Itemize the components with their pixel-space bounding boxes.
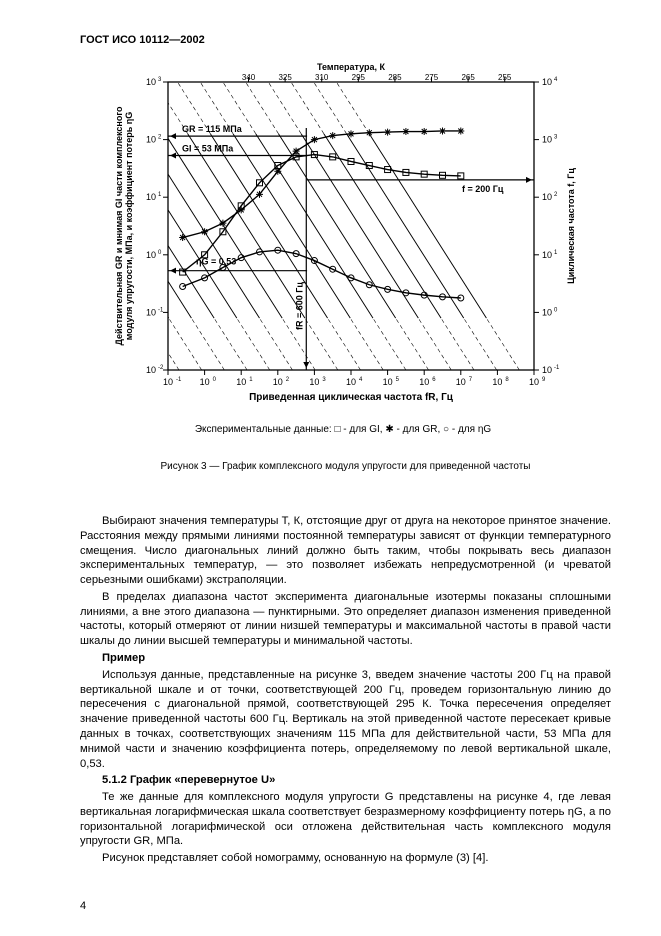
svg-text:10: 10 — [456, 377, 466, 387]
svg-text:265: 265 — [461, 73, 475, 82]
svg-text:0: 0 — [158, 250, 162, 256]
svg-text:1: 1 — [554, 250, 558, 256]
svg-text:Действительная GR и мнимая GI: Действительная GR и мнимая GI части комп… — [114, 106, 124, 345]
svg-text:ηG = 0,53: ηG = 0,53 — [196, 257, 236, 267]
svg-text:GR = 115 МПа: GR = 115 МПа — [182, 124, 243, 134]
svg-text:10: 10 — [542, 192, 552, 202]
svg-text:0: 0 — [554, 307, 558, 313]
paragraph-3: Используя данные, представленные на рису… — [80, 668, 611, 771]
svg-text:4: 4 — [359, 377, 363, 383]
svg-text:295: 295 — [352, 73, 366, 82]
svg-text:5: 5 — [396, 377, 400, 383]
svg-text:10: 10 — [146, 307, 156, 317]
svg-text:Температура, К: Температура, К — [317, 62, 386, 72]
svg-text:10: 10 — [492, 377, 502, 387]
svg-text:10: 10 — [542, 307, 552, 317]
svg-text:4: 4 — [554, 77, 558, 83]
svg-text:1: 1 — [158, 192, 162, 198]
svg-text:-1: -1 — [554, 365, 560, 371]
paragraph-2: В пределах диапазона частот эксперимента… — [80, 590, 611, 649]
svg-text:0: 0 — [213, 377, 217, 383]
svg-text:модуля упругости, МПа, и коэфф: модуля упругости, МПа, и коэффициент пот… — [124, 112, 134, 340]
paragraph-4: Те же данные для комплексного модуля упр… — [80, 790, 611, 849]
section-heading: 5.1.2 График «перевернутое U» — [80, 773, 611, 788]
figure-caption: Рисунок 3 — График комплексного модуля у… — [80, 461, 611, 472]
svg-text:3: 3 — [158, 77, 162, 83]
svg-text:10: 10 — [542, 250, 552, 260]
svg-text:1: 1 — [249, 377, 253, 383]
svg-text:-1: -1 — [176, 377, 182, 383]
svg-text:10: 10 — [146, 365, 156, 375]
svg-text:10: 10 — [146, 135, 156, 145]
svg-text:-1: -1 — [158, 307, 164, 313]
document-number: ГОСТ ИСО 10112—2002 — [80, 34, 611, 46]
svg-text:325: 325 — [278, 73, 292, 82]
svg-text:Приведенная циклическая частот: Приведенная циклическая частота fR, Гц — [249, 392, 454, 403]
svg-text:10: 10 — [419, 377, 429, 387]
svg-text:fR = 600 Гц: fR = 600 Гц — [294, 282, 304, 330]
svg-text:6: 6 — [432, 377, 436, 383]
svg-text:275: 275 — [425, 73, 439, 82]
svg-text:10: 10 — [383, 377, 393, 387]
svg-text:10: 10 — [236, 377, 246, 387]
svg-text:-2: -2 — [158, 365, 164, 371]
figure-legend: Экспериментальные данные: □ - для GI, ✱ … — [104, 424, 582, 435]
svg-text:9: 9 — [542, 377, 546, 383]
svg-text:3: 3 — [322, 377, 326, 383]
figure-3-chart: 10-110010110210310410510610710810910-210… — [104, 60, 582, 418]
svg-text:10: 10 — [163, 377, 173, 387]
svg-text:f = 200 Гц: f = 200 Гц — [462, 184, 504, 194]
example-heading: Пример — [80, 651, 611, 666]
svg-text:2: 2 — [158, 135, 162, 141]
svg-text:2: 2 — [286, 377, 290, 383]
svg-text:8: 8 — [505, 377, 509, 383]
svg-text:10: 10 — [309, 377, 319, 387]
svg-text:10: 10 — [346, 377, 356, 387]
svg-text:255: 255 — [498, 73, 512, 82]
svg-text:10: 10 — [146, 77, 156, 87]
svg-text:10: 10 — [273, 377, 283, 387]
svg-text:10: 10 — [542, 135, 552, 145]
page-number: 4 — [80, 900, 86, 912]
svg-text:GI = 53 МПа: GI = 53 МПа — [182, 143, 234, 153]
svg-text:340: 340 — [242, 73, 256, 82]
svg-text:10: 10 — [529, 377, 539, 387]
svg-text:10: 10 — [146, 192, 156, 202]
svg-text:10: 10 — [542, 77, 552, 87]
svg-text:7: 7 — [469, 377, 473, 383]
svg-text:Циклическая частота f, Гц: Циклическая частота f, Гц — [566, 168, 576, 284]
svg-text:2: 2 — [554, 192, 558, 198]
svg-text:310: 310 — [315, 73, 329, 82]
svg-text:285: 285 — [388, 73, 402, 82]
svg-text:10: 10 — [542, 365, 552, 375]
paragraph-1: Выбирают значения температуры T, К, отст… — [80, 514, 611, 588]
paragraph-5: Рисунок представляет собой номограмму, о… — [80, 851, 611, 866]
svg-text:10: 10 — [146, 250, 156, 260]
svg-text:3: 3 — [554, 135, 558, 141]
svg-text:10: 10 — [200, 377, 210, 387]
body-text: Выбирают значения температуры T, К, отст… — [80, 514, 611, 866]
